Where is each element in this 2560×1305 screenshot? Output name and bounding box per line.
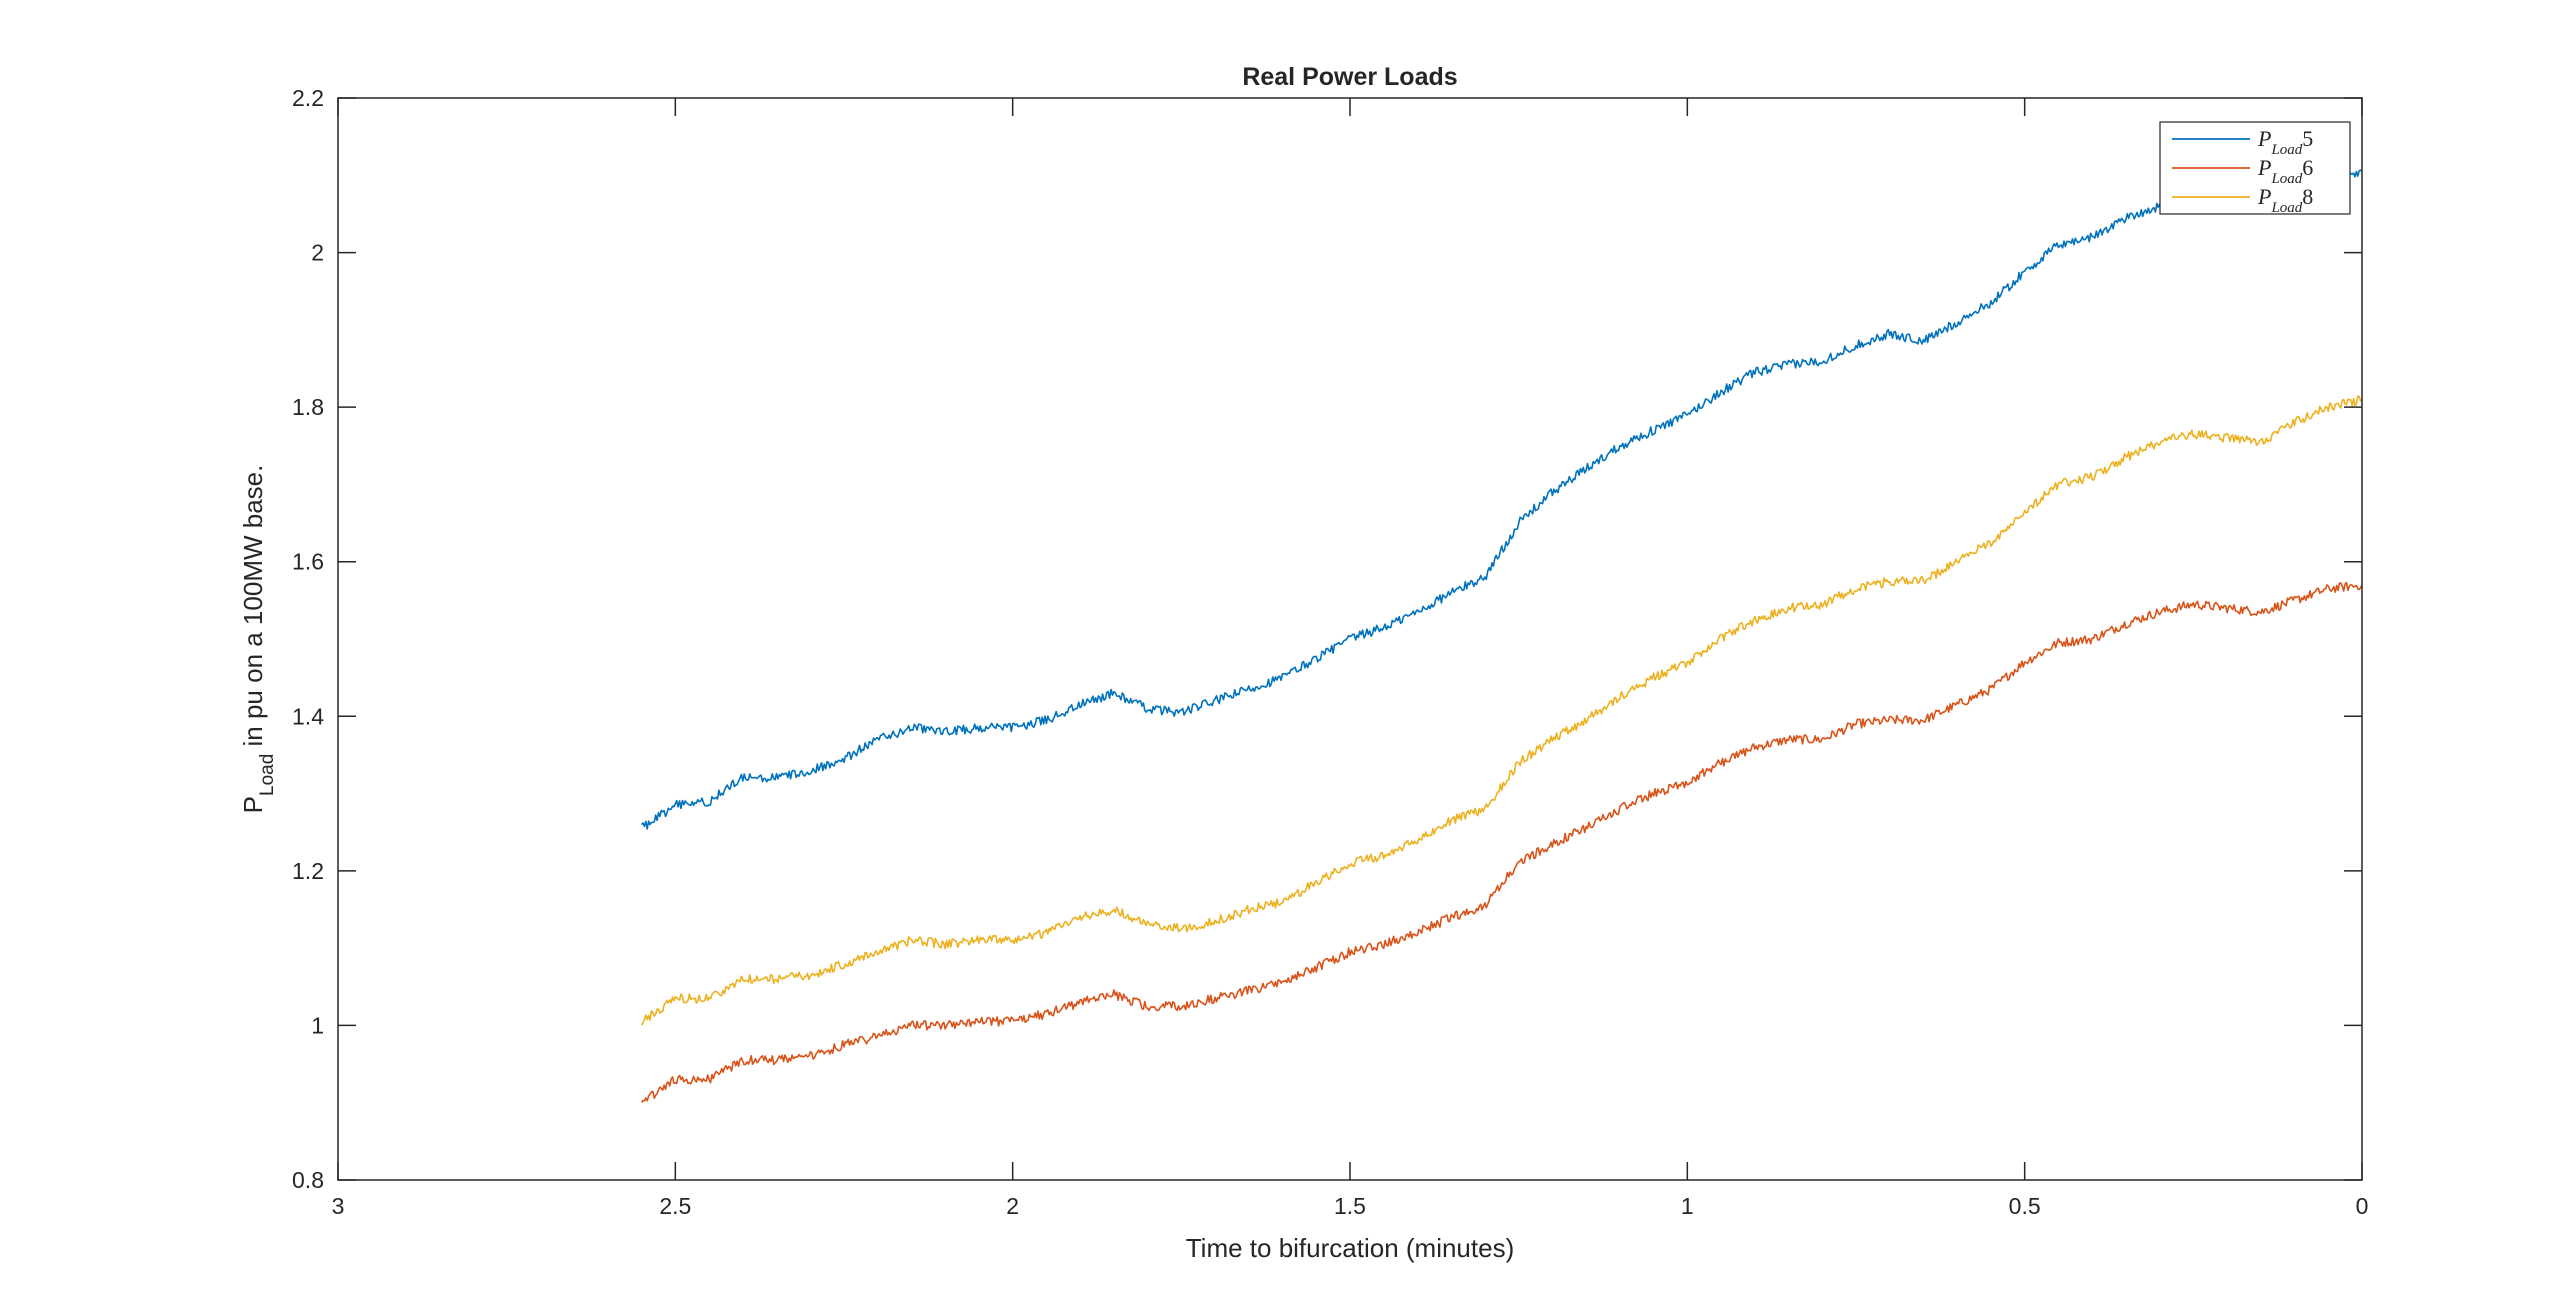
series-layer xyxy=(640,168,2363,1103)
x-tick-label: 3 xyxy=(332,1193,345,1219)
y-tick-label: 1.4 xyxy=(292,703,324,729)
y-axis: 0.8 1 1.2 1.4 1.6 1.8 2 2.2 xyxy=(292,85,2362,1193)
legend-label-sub: Load xyxy=(2270,200,2302,216)
series-line-p-load8 xyxy=(640,395,2363,1026)
legend-label: PLoad8 xyxy=(2257,184,2313,216)
legend-label-main: P xyxy=(2257,155,2271,180)
y-axis-label-subscript: Load xyxy=(257,754,278,796)
y-tick-label: 1 xyxy=(311,1012,324,1038)
plot-area xyxy=(338,98,2362,1180)
x-tick-label: 0.5 xyxy=(2009,1193,2041,1219)
x-tick-label: 2.5 xyxy=(659,1193,691,1219)
series-line-p-load5 xyxy=(641,168,2363,830)
x-tick-label: 2 xyxy=(1006,1193,1019,1219)
legend-label-num: 8 xyxy=(2302,184,2313,209)
series-line-p-load6 xyxy=(640,581,2363,1103)
x-tick-label: 1.5 xyxy=(1334,1193,1366,1219)
x-tick-label: 0 xyxy=(2356,1193,2369,1219)
legend-label-num: 5 xyxy=(2302,126,2313,151)
y-axis-label-rest: in pu on a 100MW base. xyxy=(238,465,268,754)
y-tick-label: 1.6 xyxy=(292,549,324,575)
y-axis-label: PLoad in pu on a 100MW base. xyxy=(238,465,278,814)
legend-label: PLoad6 xyxy=(2257,155,2313,187)
legend-label-main: P xyxy=(2257,184,2271,209)
y-tick-label: 1.8 xyxy=(292,394,324,420)
legend-label-sub: Load xyxy=(2270,171,2302,187)
legend-label: PLoad5 xyxy=(2257,126,2313,158)
x-tick-label: 1 xyxy=(1681,1193,1694,1219)
legend-label-num: 6 xyxy=(2302,155,2313,180)
y-axis-label-main: P xyxy=(238,796,268,813)
chart-title: Real Power Loads xyxy=(1242,63,1457,91)
legend-label-main: P xyxy=(2257,126,2271,151)
legend-label-sub: Load xyxy=(2270,142,2302,158)
x-axis-label: Time to bifurcation (minutes) xyxy=(1186,1233,1514,1263)
y-tick-label: 2 xyxy=(311,240,324,266)
y-tick-label: 2.2 xyxy=(292,85,324,111)
y-tick-label: 1.2 xyxy=(292,858,324,884)
x-axis: 3 2.5 2 1.5 1 0.5 0 xyxy=(332,98,2369,1219)
y-tick-label: 0.8 xyxy=(292,1167,324,1193)
